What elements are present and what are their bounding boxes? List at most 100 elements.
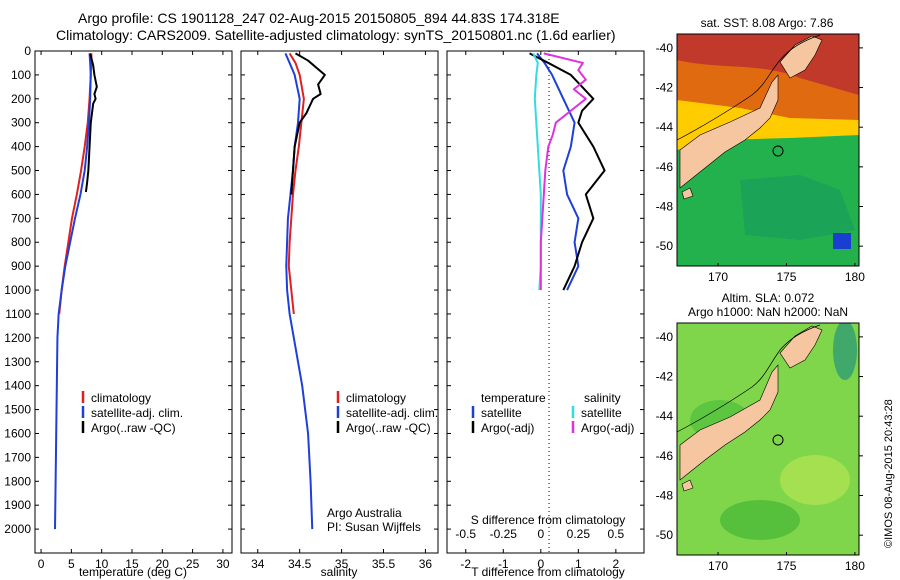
x-tick-label: 5 — [68, 557, 75, 571]
south-island-land — [679, 364, 779, 481]
map-lon-tick-label: 175 — [776, 559, 796, 573]
map-lat-tick-label: -48 — [656, 200, 674, 214]
sst-map-title: sat. SST: 8.08 Argo: 7.86 — [701, 16, 834, 30]
x-tick-label: 0 — [38, 557, 45, 571]
series-line-argorawqc — [290, 52, 326, 195]
map-lat-tick-label: -40 — [656, 330, 674, 344]
sla-profile-marker — [772, 434, 784, 446]
series-line-argoadj — [539, 52, 587, 291]
map-lon-tick-label: 170 — [708, 559, 728, 573]
depth-tick-label: 800 — [11, 235, 31, 249]
map-lon-tick-label: 175 — [776, 270, 796, 284]
difference-plot-frame — [446, 50, 645, 554]
salinity-plot-frame — [240, 50, 439, 554]
depth-tick-label: 400 — [11, 140, 31, 154]
s-difference-tick-label: 0 — [537, 527, 544, 541]
map-lat-tick-label: -50 — [656, 528, 674, 542]
legend-climatology-label: climatology — [91, 391, 151, 405]
legend-t-satellite-label: satellite — [481, 406, 522, 420]
difference-panel: -2 -1 0 1 2 S difference from climatology -0… — [446, 50, 645, 579]
x-tick-label: 1 — [575, 557, 582, 571]
salinity-legend: climatology satellite-adj. clim. Argo(..… — [336, 391, 438, 435]
depth-tick-label: 600 — [11, 187, 31, 201]
depth-tick-label: 2000 — [4, 522, 31, 536]
sla-blob — [720, 500, 800, 540]
map-lat-tick-label: -46 — [656, 449, 674, 463]
legend-argo-label: Argo(..raw -QC) — [346, 421, 431, 435]
sst-profile-marker — [772, 145, 784, 157]
series-line-argorawqc — [84, 53, 98, 193]
x-tick-label: -1 — [498, 557, 509, 571]
temperature-panel: 0100200300400500600700800900100011001200… — [4, 44, 233, 579]
sla-blob — [833, 323, 857, 380]
x-tick-label: 2 — [613, 557, 620, 571]
s-difference-axis-label: S difference from climatology — [471, 513, 626, 527]
map-lat-tick-label: -48 — [656, 489, 674, 503]
credit-line1: Argo Australia — [327, 506, 402, 520]
depth-tick-label: 700 — [11, 211, 31, 225]
map-lat-tick-label: -40 — [656, 41, 674, 55]
legend-s-argo-label: Argo(-adj) — [581, 421, 634, 435]
map-lon-tick-label: 180 — [845, 559, 865, 573]
sla-map: Altim. SLA: 0.072 Argo h1000: NaN h2000:… — [656, 291, 866, 573]
x-tick-label: 10 — [95, 557, 109, 571]
sla-map-title-line1: Altim. SLA: 0.072 — [722, 291, 815, 305]
s-difference-tick-label: -0.25 — [490, 527, 518, 541]
x-tick-label: 35 — [335, 557, 349, 571]
depth-tick-label: 1000 — [4, 283, 31, 297]
map-lon-tick-label: 170 — [708, 270, 728, 284]
x-tick-label: 25 — [186, 557, 200, 571]
map-lat-tick-label: -44 — [656, 409, 674, 423]
series-line-satelliteadjclim — [284, 52, 314, 530]
stewart-island-land — [681, 479, 694, 492]
legend-s-satellite-label: satellite — [581, 406, 622, 420]
legend-argo-label: Argo(..raw -QC) — [91, 421, 176, 435]
depth-tick-label: 1100 — [5, 307, 31, 321]
depth-tick-label: 100 — [11, 68, 31, 82]
depth-tick-label: 1700 — [4, 450, 31, 464]
x-tick-label: 34 — [251, 557, 265, 571]
sst-map: sat. SST: 8.08 Argo: 7.86 170 175 180 -40 -4… — [656, 16, 866, 284]
depth-tick-label: 200 — [11, 92, 31, 106]
t-difference-axis-label: T difference from climatology — [471, 565, 625, 579]
x-tick-label: 15 — [125, 557, 139, 571]
legend-salinity-header: salinity — [584, 391, 621, 405]
figure-title-line2: Climatology: CARS2009. Satellite-adjuste… — [56, 27, 616, 43]
map-lat-tick-label: -44 — [656, 120, 674, 134]
depth-tick-label: 1200 — [4, 331, 31, 345]
depth-tick-label: 1500 — [4, 403, 31, 417]
salinity-panel: 34 34.5 35 35.5 36 salinity climatology sate… — [240, 50, 439, 579]
depth-tick-label: 1300 — [4, 355, 31, 369]
x-tick-label: 20 — [156, 557, 170, 571]
legend-t-argo-label: Argo(-adj) — [481, 421, 534, 435]
depth-tick-label: 300 — [11, 116, 31, 130]
map-lon-tick-label: 180 — [845, 270, 865, 284]
north-island-land — [779, 325, 823, 369]
depth-tick-label: 1900 — [4, 498, 31, 512]
figure-title-line1: Argo profile: CS 1901128_247 02-Aug-2015… — [78, 10, 560, 26]
south-island-land — [679, 74, 779, 189]
temperature-legend: climatology satellite-adj. clim. Argo(..… — [81, 391, 183, 435]
bathymetry-contour — [677, 34, 821, 141]
bathymetry-contour — [677, 324, 821, 433]
legend-satellite-label: satellite-adj. clim. — [91, 406, 183, 420]
series-line-argoadj — [529, 52, 606, 291]
sst-cold-spot — [833, 233, 851, 249]
north-island-land — [779, 35, 823, 79]
legend-climatology-label: climatology — [346, 391, 406, 405]
depth-tick-label: 900 — [11, 259, 31, 273]
x-tick-label: 34.5 — [288, 557, 312, 571]
x-tick-label: 0 — [537, 557, 544, 571]
depth-tick-label: 1600 — [4, 426, 31, 440]
s-difference-tick-label: -0.5 — [455, 527, 476, 541]
sla-blob — [780, 455, 850, 505]
sla-map-frame — [676, 322, 860, 556]
map-lat-tick-label: -46 — [656, 160, 674, 174]
series-line-satellite — [536, 52, 580, 291]
sla-map-title-line2: Argo h1000: NaN h2000: NaN — [688, 305, 848, 319]
salinity-axis-label: salinity — [321, 565, 358, 579]
legend-temperature-header: temperature — [481, 391, 546, 405]
s-difference-tick-label: 0.25 — [567, 527, 591, 541]
imos-stamp: ©IMOS 08-Aug-2015 20:43:28 — [883, 399, 895, 548]
